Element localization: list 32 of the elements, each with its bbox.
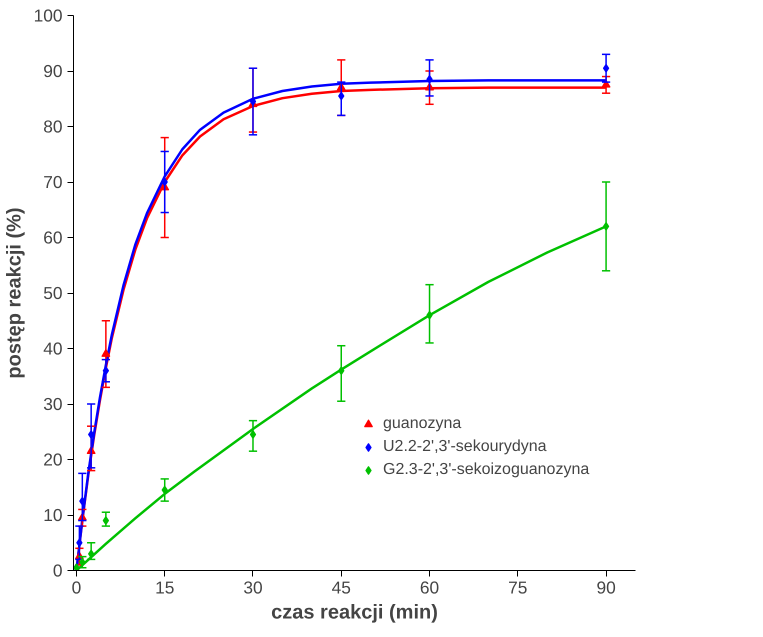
point [102,516,110,526]
y-axis-title: postęp reakcji (%) [4,207,26,379]
y-tick-label: 30 [43,394,63,414]
y-tick-label: 0 [52,560,63,580]
y-tick-label: 80 [43,116,63,136]
point [102,366,110,376]
y-tick-label: 40 [43,338,63,358]
x-tick-label: 15 [155,578,174,598]
x-tick-label: 90 [596,578,616,598]
x-axis-title: czas reakcji (min) [271,602,438,624]
point [426,310,433,320]
y-tick-label: 100 [34,6,63,26]
y-tick-label: 90 [43,61,63,81]
x-tick-label: 75 [508,578,528,598]
point [250,430,256,440]
point [602,222,610,231]
legend-label: U2.2-2',3'-sekourydyna [383,438,547,456]
point [426,74,433,84]
x-tick-label: 30 [243,578,263,598]
point [602,64,610,73]
x-tick-label: 0 [72,578,82,598]
x-tick-label: 45 [332,578,351,598]
x-tick-label: 60 [420,578,440,598]
y-tick-label: 50 [43,283,63,303]
legend-label: guanozyna [383,415,462,433]
y-tick-label: 10 [43,505,63,525]
y-tick-label: 60 [43,228,63,248]
y-tick-label: 70 [43,172,63,192]
legend-label: G2.3-2',3'-sekoizoguanozyna [383,461,590,479]
y-tick-label: 20 [43,450,63,470]
point [101,348,110,357]
point [162,178,168,186]
